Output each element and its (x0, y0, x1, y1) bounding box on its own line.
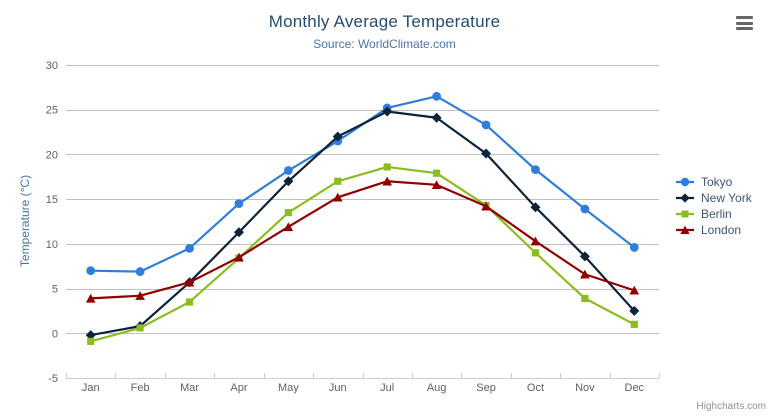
data-point-new-york-may[interactable] (283, 176, 294, 187)
hamburger-menu-icon (736, 27, 753, 30)
legend-item-tokyo[interactable]: Tokyo (676, 176, 752, 188)
data-point-new-york-dec[interactable] (629, 305, 640, 316)
data-point-london-dec[interactable] (629, 285, 640, 295)
y-axis-tick-label: 25 (46, 105, 58, 117)
legend-diamond-icon (676, 193, 694, 203)
data-point-berlin-aug[interactable] (433, 169, 441, 177)
data-point-berlin-jun[interactable] (334, 177, 342, 185)
data-point-berlin-jul[interactable] (383, 163, 391, 171)
x-axis-tick-label: Mar (180, 382, 199, 394)
data-point-london-apr[interactable] (234, 252, 244, 262)
legend-label-new-york: New York (701, 191, 752, 205)
legend-label-berlin: Berlin (701, 207, 732, 221)
data-point-tokyo-nov[interactable] (580, 204, 590, 214)
data-point-berlin-dec[interactable] (630, 320, 638, 328)
y-axis-tick-label: 30 (46, 60, 58, 72)
hamburger-menu-icon (736, 21, 753, 25)
data-point-london-oct[interactable] (530, 236, 541, 246)
data-point-london-jul[interactable] (382, 176, 393, 186)
data-point-berlin-feb[interactable] (136, 324, 144, 332)
data-point-london-nov[interactable] (580, 269, 590, 279)
x-axis-tick-label: May (278, 382, 299, 394)
y-axis-tick-label: 0 (52, 328, 58, 340)
x-axis-tick-label: Nov (575, 382, 595, 394)
data-point-london-jun[interactable] (332, 192, 343, 202)
hamburger-menu-icon (736, 16, 753, 19)
chart-subtitle: Source: WorldClimate.com (313, 37, 456, 51)
data-point-new-york-apr[interactable] (233, 227, 244, 238)
data-point-tokyo-feb[interactable] (135, 267, 145, 276)
legend-label-tokyo: Tokyo (701, 175, 733, 189)
series-line-tokyo (89, 95, 636, 273)
x-axis-tick-label: Oct (527, 382, 544, 394)
export-menu-button[interactable] (736, 16, 753, 30)
x-axis-tick-label: Jan (82, 382, 100, 394)
data-point-berlin-oct[interactable] (531, 249, 540, 257)
series-line-london (89, 180, 636, 300)
data-point-new-york-jul[interactable] (382, 106, 393, 117)
series-line-berlin (89, 165, 636, 343)
legend-circle-icon (676, 177, 694, 187)
data-point-tokyo-may[interactable] (283, 166, 293, 175)
x-axis-tick-label: Sep (476, 382, 496, 394)
data-point-london-sep[interactable] (481, 201, 491, 211)
data-point-berlin-jan[interactable] (87, 337, 95, 345)
x-axis-tick-label: Jul (380, 382, 394, 394)
data-point-tokyo-apr[interactable] (234, 199, 244, 209)
data-point-tokyo-aug[interactable] (432, 91, 442, 101)
x-axis-tick-label: Jun (329, 382, 347, 394)
x-axis-tick-label: Aug (427, 382, 447, 394)
y-axis-tick-label: 20 (46, 149, 58, 161)
series-line-new-york (89, 110, 636, 337)
data-point-new-york-jan[interactable] (85, 330, 96, 341)
data-point-new-york-jun[interactable] (332, 131, 343, 142)
data-point-tokyo-sep[interactable] (481, 120, 491, 130)
data-point-tokyo-oct[interactable] (531, 165, 540, 175)
credits-link[interactable]: Highcharts.com (696, 401, 766, 412)
x-axis-tick-label: Feb (131, 382, 150, 394)
data-point-berlin-may[interactable] (284, 208, 292, 217)
legend-square-icon (676, 210, 694, 218)
data-point-new-york-nov[interactable] (579, 251, 590, 262)
y-axis-tick-label: -5 (48, 373, 58, 385)
data-point-tokyo-dec[interactable] (629, 243, 639, 252)
legend-label-london: London (701, 223, 742, 237)
data-point-london-feb[interactable] (135, 291, 145, 300)
data-point-tokyo-mar[interactable] (185, 243, 194, 253)
data-point-london-aug[interactable] (431, 180, 442, 190)
x-axis-tick-label: Dec (625, 382, 645, 394)
y-axis-tick-label: 5 (52, 284, 58, 296)
data-point-new-york-aug[interactable] (431, 112, 442, 123)
data-point-london-mar[interactable] (184, 277, 195, 287)
data-point-tokyo-jan[interactable] (86, 266, 96, 276)
data-point-new-york-oct[interactable] (530, 202, 541, 213)
legend-item-new-york[interactable]: New York (676, 192, 752, 204)
data-point-london-may[interactable] (283, 222, 294, 232)
y-axis-tick-label: 15 (46, 194, 58, 206)
chart-title: Monthly Average Temperature (268, 12, 501, 31)
legend-triangle-icon (676, 225, 694, 234)
legend-item-london[interactable]: London (676, 224, 752, 236)
x-axis-tick-label: Apr (230, 382, 247, 394)
data-point-new-york-sep[interactable] (481, 148, 492, 159)
y-axis-tick-label: 10 (46, 239, 58, 251)
legend: Tokyo New York Berlin London (676, 176, 752, 236)
data-point-berlin-nov[interactable] (581, 294, 589, 303)
data-point-london-jan[interactable] (85, 293, 96, 303)
legend-item-berlin[interactable]: Berlin (676, 208, 752, 220)
data-point-berlin-mar[interactable] (185, 298, 194, 306)
